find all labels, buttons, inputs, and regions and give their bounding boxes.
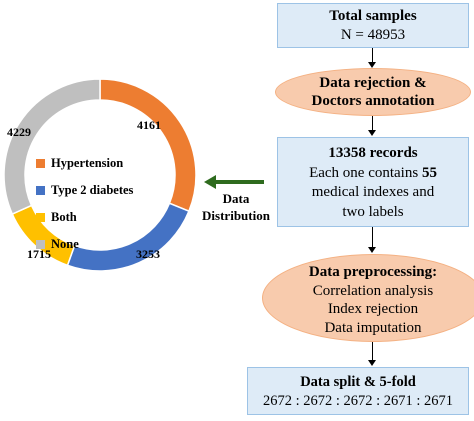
- records-line4: two labels: [342, 203, 404, 220]
- preprocessing-step1: Correlation analysis: [312, 282, 434, 299]
- total-samples-count: N = 48953: [340, 27, 406, 43]
- preprocessing-step2: Index rejection: [327, 301, 419, 317]
- flow-connector-4: [372, 342, 373, 362]
- records-title: 13358 records: [328, 145, 418, 161]
- donut-value-hypertension: 4161: [137, 118, 161, 132]
- records-box: 13358 records Each one contains 55 medic…: [277, 137, 469, 227]
- total-samples-box: Total samples N = 48953: [277, 3, 469, 48]
- flow-arrowhead-1: [368, 62, 376, 68]
- data-rejection-ellipse: Data rejection & Doctors annotation: [275, 68, 471, 116]
- records-line2-prefix: Each one contains: [309, 164, 422, 181]
- preprocessing-title: Data preprocessing:: [308, 264, 438, 280]
- records-index-count: 55: [421, 164, 437, 181]
- legend-item-hypertension: Hypertension: [36, 150, 133, 177]
- donut-slice-none: [3, 78, 101, 215]
- records-line3: medical indexes and: [311, 184, 435, 200]
- data-split-values: 2672 : 2672 : 2672 : 2671 : 2671: [262, 393, 454, 409]
- flow-connector-1: [372, 48, 373, 64]
- flow-connector-2: [372, 116, 373, 132]
- distribution-label-line2: Distribution: [202, 208, 270, 223]
- legend-swatch-none: [36, 240, 45, 249]
- legend-label-both: Both: [51, 210, 77, 224]
- data-rejection-line2: Doctors annotation: [311, 93, 435, 109]
- flow-connector-3: [372, 227, 373, 249]
- donut-value-type2-diabetes: 3253: [136, 247, 160, 261]
- distribution-label-line1: Data: [222, 191, 250, 206]
- records-line2: Each one contains 55: [278, 164, 468, 184]
- preprocessing-ellipse: Data preprocessing: Correlation analysis…: [262, 254, 474, 342]
- data-split-box: Data split & 5-fold 2672 : 2672 : 2672 :…: [247, 367, 469, 415]
- donut-value-none: 4229: [7, 125, 31, 139]
- legend-swatch-type2-diabetes: [36, 186, 45, 195]
- distribution-label: Data Distribution: [198, 190, 274, 224]
- data-split-title: Data split & 5-fold: [300, 374, 416, 390]
- legend-label-type2-diabetes: Type 2 diabetes: [51, 183, 134, 197]
- preprocessing-step3: Data imputation: [324, 319, 422, 336]
- flow-arrowhead-4: [368, 360, 376, 366]
- flow-arrowhead-3: [368, 247, 376, 253]
- data-rejection-line1: Data rejection &: [319, 75, 427, 91]
- legend-swatch-hypertension: [36, 159, 45, 168]
- flow-arrowhead-2: [368, 130, 376, 136]
- legend-item-none: None: [36, 231, 133, 258]
- legend-label-hypertension: Hypertension: [51, 156, 124, 170]
- legend-label-none: None: [51, 237, 79, 251]
- legend-swatch-both: [36, 213, 45, 222]
- donut-legend: Hypertension Type 2 diabetes Both None: [36, 150, 133, 258]
- legend-item-both: Both: [36, 204, 133, 231]
- donut-value-both: 1715: [27, 247, 51, 261]
- legend-item-type2-diabetes: Type 2 diabetes: [36, 177, 133, 204]
- total-samples-title: Total samples: [329, 8, 417, 24]
- distribution-arrow: [204, 175, 264, 189]
